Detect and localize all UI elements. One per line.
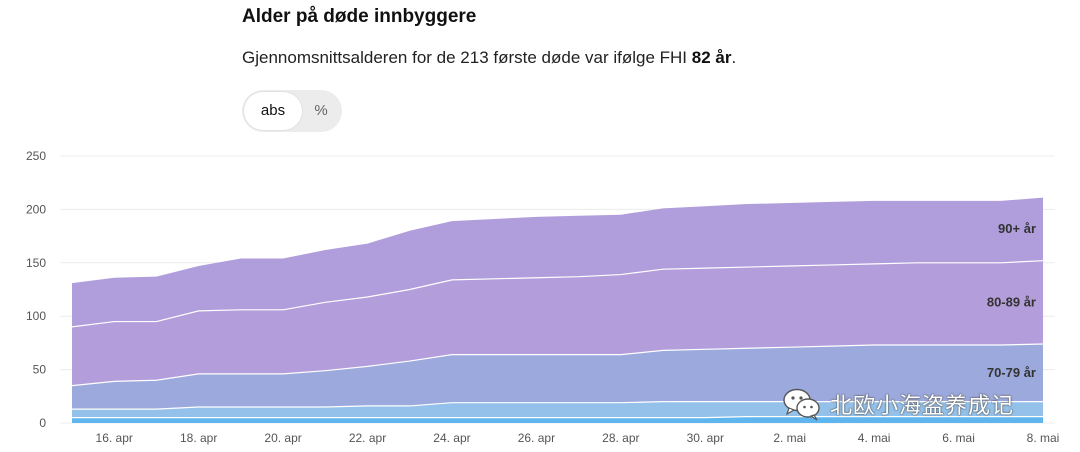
subtitle-end: . xyxy=(731,48,737,67)
x-tick-label: 2. mai xyxy=(773,431,806,445)
x-tick-label: 8. mai xyxy=(1027,431,1060,445)
watermark-text: 北欧小海盗养成记 xyxy=(830,394,1015,419)
x-tick-label: 24. apr xyxy=(433,431,470,445)
x-tick-label: 26. apr xyxy=(518,431,555,445)
area-series-4 xyxy=(72,197,1043,327)
chart-subtitle: Gjennomsnittsalderen for de 213 første d… xyxy=(242,48,736,68)
series-boundaries xyxy=(71,260,1044,419)
average-age-value: 82 år xyxy=(691,48,732,67)
x-tick-label: 6. mai xyxy=(942,431,975,445)
series-label: 80-89 år xyxy=(987,294,1036,309)
series-label: 90+ år xyxy=(998,221,1036,236)
series-boundary-3 xyxy=(71,260,1044,328)
percent-toggle-button[interactable]: % xyxy=(314,102,328,119)
y-tick-label: 50 xyxy=(33,363,47,377)
area-series-3 xyxy=(72,260,1043,386)
x-tick-label: 28. apr xyxy=(602,431,639,445)
chart-title: Alder på døde innbyggere xyxy=(242,6,477,27)
y-tick-label: 200 xyxy=(26,202,46,216)
watermark: 北欧小海盗养成记 xyxy=(782,385,1014,423)
abs-toggle-button[interactable]: abs xyxy=(244,92,302,130)
y-tick-label: 250 xyxy=(26,149,46,163)
series-label: 70-79 år xyxy=(987,365,1036,380)
x-tick-label: 22. apr xyxy=(349,431,386,445)
subtitle-text: Gjennomsnittsalderen for de 213 første d… xyxy=(242,48,692,67)
y-axis-ticks: 0 50 100 150 200 250 xyxy=(26,149,46,430)
x-tick-label: 20. apr xyxy=(264,431,301,445)
x-tick-label: 4. mai xyxy=(858,431,891,445)
x-tick-label: 30. apr xyxy=(687,431,724,445)
x-tick-label: 16. apr xyxy=(96,431,133,445)
series-boundary-1 xyxy=(72,401,1043,410)
x-axis-ticks: 16. apr 18. apr 20. apr 22. apr 24. apr 26. a… xyxy=(96,431,1060,445)
series-boundary-0 xyxy=(72,415,1043,419)
wechat-icon xyxy=(783,388,820,421)
y-tick-label: 150 xyxy=(26,256,46,270)
abs-percent-toggle: abs % xyxy=(242,90,342,132)
series-labels: 90+ år 80-89 år 70-79 år xyxy=(987,221,1036,380)
x-tick-label: 18. apr xyxy=(180,431,217,445)
series-boundary-2 xyxy=(71,343,1044,387)
y-tick-label: 100 xyxy=(26,309,46,323)
y-tick-label: 0 xyxy=(39,416,46,430)
